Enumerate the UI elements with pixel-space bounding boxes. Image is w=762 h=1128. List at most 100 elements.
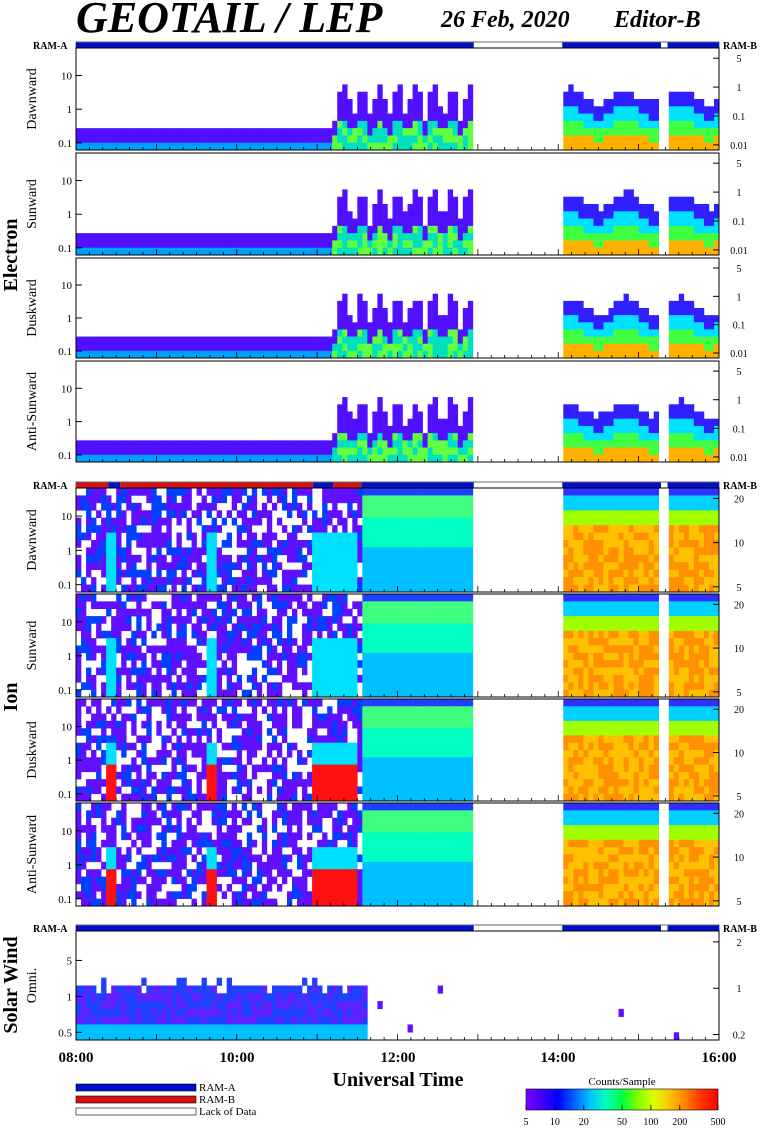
spectrogram-cell — [683, 336, 690, 345]
spectrogram-cell — [588, 645, 594, 654]
spectrogram-cell — [261, 350, 268, 359]
spectrogram-cell — [372, 120, 378, 129]
spectrogram-cell — [106, 440, 112, 448]
spectrogram-cell — [357, 293, 363, 302]
spectrogram-cell — [337, 674, 343, 683]
spectrogram-cell — [412, 682, 418, 690]
spectrogram-cell — [573, 645, 579, 654]
spectrogram-cell — [583, 120, 589, 129]
spectrogram-cell — [317, 532, 323, 541]
spectrogram-cell — [583, 667, 589, 676]
spectrogram-cell — [307, 652, 313, 661]
spectrogram-cell — [588, 308, 594, 316]
spectrogram-cell — [372, 667, 378, 676]
spectrogram-cell — [312, 525, 318, 533]
spectrogram-cell — [573, 569, 579, 578]
spectrogram-cell — [337, 418, 343, 427]
spectrogram-cell — [161, 645, 167, 654]
spectrogram-cell — [266, 645, 273, 654]
spectrogram-cell — [693, 502, 700, 511]
spectrogram-cell — [327, 547, 333, 556]
spectrogram-cell — [372, 601, 378, 610]
spectrogram-cell — [678, 525, 685, 533]
spectrogram-cell — [216, 495, 222, 504]
spectrogram-cell — [462, 247, 469, 256]
spectrogram-cell — [442, 454, 449, 463]
spectrogram-cell — [467, 343, 474, 352]
spectrogram-cell — [437, 601, 444, 610]
spectrogram-cell — [397, 660, 403, 668]
spectrogram-cell — [673, 440, 680, 448]
spectrogram-cell — [96, 554, 102, 563]
spectrogram-cell — [397, 233, 403, 241]
spectrogram-cell — [412, 674, 418, 683]
spectrogram-cell — [286, 502, 293, 511]
spectrogram-cell — [121, 495, 127, 504]
spectrogram-cell — [613, 91, 619, 100]
spectrogram-cell — [693, 525, 700, 533]
spectrogram-cell — [382, 502, 388, 511]
spectrogram-cell — [111, 525, 117, 533]
spectrogram-cell — [648, 418, 654, 427]
spectrogram-cell — [221, 638, 227, 646]
spectrogram-cell — [673, 447, 680, 456]
spectrogram-cell — [708, 350, 715, 359]
spectrogram-cell — [337, 322, 343, 330]
spectrogram-cell — [432, 315, 438, 323]
spectrogram-cell — [276, 440, 283, 448]
spectrogram-cell — [467, 532, 474, 541]
spectrogram-cell — [256, 336, 263, 345]
spectrogram-cell — [156, 562, 162, 571]
spectrogram-cell — [583, 540, 589, 548]
spectrogram-cell — [653, 510, 660, 519]
spectrogram-cell — [688, 433, 695, 441]
spectrogram-cell — [141, 343, 147, 352]
spectrogram-cell — [628, 196, 634, 205]
spectrogram-cell — [598, 577, 604, 585]
spectrogram-cell — [91, 128, 97, 136]
spectrogram-cell — [683, 120, 690, 129]
spectrogram-cell — [653, 135, 660, 144]
spectrogram-cell — [668, 488, 675, 496]
spectrogram-cell — [427, 411, 433, 420]
spectrogram-cell — [437, 106, 444, 114]
spectrogram-cell — [251, 502, 258, 511]
spectrogram-cell — [176, 682, 182, 690]
spectrogram-cell — [703, 502, 710, 511]
spectrogram-cell — [312, 510, 318, 519]
spectrogram-cell — [302, 645, 308, 654]
spectrogram-cell — [156, 343, 162, 352]
spectrogram-cell — [653, 128, 660, 136]
spectrogram-cell — [347, 630, 353, 639]
spectrogram-cell — [126, 584, 132, 593]
spectrogram-cell — [317, 336, 323, 345]
spectrogram-cell — [392, 601, 398, 610]
spectrogram-cell — [442, 233, 449, 241]
spectrogram-cell — [613, 540, 619, 548]
spectrogram-cell — [297, 645, 303, 654]
spectrogram-cell — [407, 120, 413, 129]
spectrogram-cell — [86, 638, 92, 646]
spectrogram-cell — [623, 113, 629, 122]
spectrogram-cell — [372, 211, 378, 219]
spectrogram-cell — [452, 608, 459, 617]
spectrogram-cell — [678, 225, 685, 234]
spectrogram-cell — [568, 204, 574, 212]
spectrogram-cell — [432, 562, 438, 571]
spectrogram-cell — [593, 660, 599, 668]
spectrogram-cell — [337, 652, 343, 661]
spectrogram-cell — [362, 577, 368, 585]
spectrogram-cell — [151, 447, 157, 456]
spectrogram-cell — [633, 540, 639, 548]
spectrogram-cell — [417, 638, 423, 646]
spectrogram-cell — [563, 91, 569, 100]
spectrogram-cell — [457, 502, 464, 511]
spectrogram-cell — [246, 689, 253, 698]
spectrogram-cell — [457, 540, 464, 548]
spectrogram-cell — [427, 517, 433, 526]
spectrogram-cell — [412, 113, 418, 122]
spectrogram-cell — [352, 667, 358, 676]
spectrogram-cell — [563, 411, 569, 420]
spectrogram-cell — [136, 630, 142, 639]
spectrogram-cell — [568, 584, 574, 593]
